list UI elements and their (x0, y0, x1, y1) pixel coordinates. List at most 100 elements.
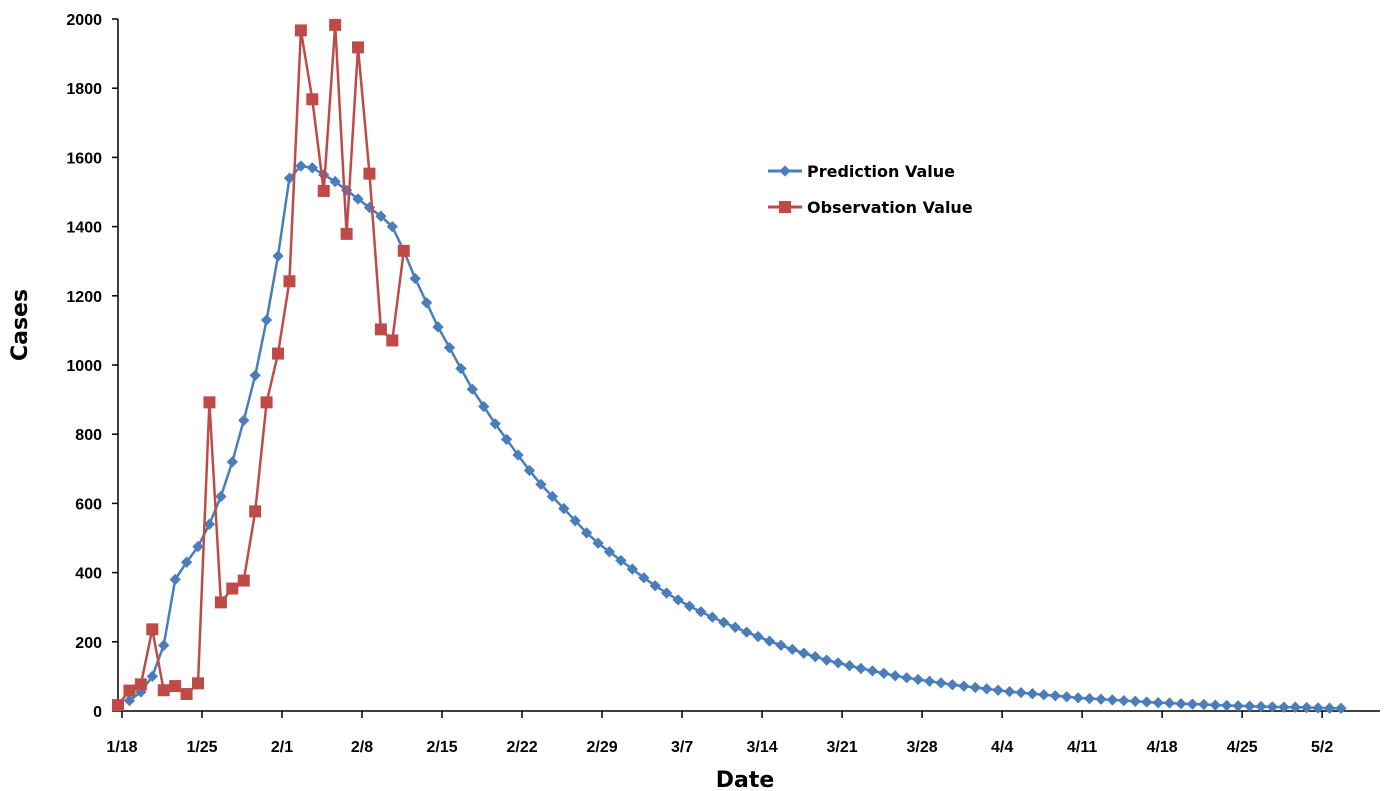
data-point-diamond (969, 681, 981, 694)
data-point-square (112, 699, 124, 712)
data-point-diamond (1175, 698, 1187, 710)
y-tick-label: 2000 (66, 12, 102, 29)
data-point-square (397, 244, 410, 257)
series-observation-value (112, 18, 410, 712)
data-point-diamond (1221, 699, 1233, 712)
data-point-diamond (695, 606, 707, 618)
data-point-diamond (912, 673, 924, 686)
series-layer (112, 18, 1347, 714)
data-point-diamond (592, 537, 604, 549)
y-tick-label: 1000 (66, 358, 102, 375)
data-point-diamond (820, 654, 833, 666)
data-point-square (226, 582, 239, 595)
data-point-diamond (706, 611, 719, 623)
data-point-diamond (1301, 701, 1313, 714)
x-tick-label: 5/2 (1311, 739, 1333, 756)
x-tick-label: 2/29 (586, 739, 617, 756)
y-tick-label: 800 (75, 427, 102, 444)
legend-item-observation: Observation Value (768, 198, 973, 217)
data-point-diamond (1209, 699, 1221, 711)
data-point-diamond (443, 342, 456, 354)
data-point-square (283, 275, 296, 288)
y-tick-label: 0 (93, 704, 102, 721)
data-point-square (294, 24, 307, 37)
legend-label-observation: Observation Value (807, 198, 973, 217)
data-point-diamond (386, 220, 398, 233)
series-prediction-value (123, 160, 1347, 714)
x-tick-label: 3/21 (827, 739, 858, 756)
data-point-square (237, 574, 250, 587)
data-point-diamond (1038, 689, 1050, 701)
data-point-diamond (1049, 690, 1061, 702)
data-point-diamond (1061, 691, 1073, 703)
data-point-diamond (1232, 700, 1244, 712)
data-point-diamond (272, 250, 284, 262)
x-axis-ticks: 1/18 1/25 2/1 2/8 2/15 2/22 2/29 3/7 3/14 3/21 3/2… (106, 711, 1333, 756)
data-point-square (134, 678, 147, 691)
data-point-diamond (455, 362, 467, 375)
y-tick-label: 1200 (66, 289, 102, 306)
y-tick-label: 600 (75, 496, 102, 513)
data-point-diamond (1186, 698, 1199, 710)
data-point-diamond (432, 321, 444, 333)
y-tick-label: 200 (75, 635, 102, 652)
data-point-diamond (420, 297, 433, 309)
y-tick-label: 1600 (66, 150, 102, 167)
data-point-square (260, 396, 273, 409)
data-point-square (249, 505, 262, 518)
data-point-diamond (1106, 694, 1119, 706)
data-point-diamond (1152, 697, 1164, 709)
data-point-diamond (843, 660, 856, 672)
data-point-diamond (1335, 702, 1347, 714)
data-point-diamond (923, 675, 936, 687)
data-point-diamond (615, 554, 627, 567)
data-point-diamond (626, 563, 638, 575)
data-point-diamond (866, 665, 879, 677)
data-point-diamond (1289, 701, 1301, 713)
x-tick-label: 3/28 (907, 739, 938, 756)
series-line (117, 23, 406, 706)
data-point-diamond (786, 643, 799, 656)
data-point-diamond (855, 662, 867, 675)
data-point-diamond (409, 272, 421, 285)
data-point-diamond (1072, 692, 1084, 704)
data-point-diamond (775, 639, 787, 651)
legend-item-prediction: Prediction Value (768, 162, 955, 181)
data-point-diamond (958, 680, 970, 692)
data-point-diamond (729, 621, 741, 633)
legend-marker-prediction (779, 165, 791, 177)
x-tick-label: 3/14 (747, 739, 778, 756)
x-tick-label: 4/4 (991, 739, 1013, 756)
y-tick-label: 400 (75, 566, 102, 583)
data-point-diamond (146, 670, 158, 683)
data-point-diamond (878, 667, 890, 679)
data-point-square (203, 396, 216, 409)
data-point-diamond (798, 647, 810, 659)
data-point-diamond (215, 490, 227, 503)
data-point-square (146, 623, 159, 636)
data-point-diamond (981, 683, 993, 695)
x-tick-label: 3/7 (671, 739, 693, 756)
data-point-diamond (740, 626, 753, 638)
data-point-diamond (466, 383, 478, 395)
x-tick-label: 2/15 (426, 739, 457, 756)
x-tick-label: 4/25 (1227, 739, 1258, 756)
y-axis-ticks: 0 200 400 600 800 1000 1200 1400 1600 1800 2000 (66, 12, 118, 721)
data-point-diamond (1198, 698, 1210, 711)
data-point-diamond (672, 594, 684, 606)
data-point-diamond (478, 400, 490, 413)
x-tick-label: 2/8 (351, 739, 373, 756)
data-point-diamond (683, 600, 696, 612)
data-point-diamond (1118, 694, 1130, 707)
y-tick-label: 1400 (66, 220, 102, 237)
data-point-square (329, 18, 342, 31)
data-point-square (157, 684, 170, 697)
data-point-diamond (249, 369, 261, 382)
data-point-diamond (500, 433, 513, 446)
data-point-diamond (180, 556, 193, 568)
data-point-diamond (580, 527, 593, 539)
data-point-diamond (375, 210, 387, 222)
data-point-diamond (603, 546, 616, 558)
data-point-diamond (638, 572, 650, 584)
